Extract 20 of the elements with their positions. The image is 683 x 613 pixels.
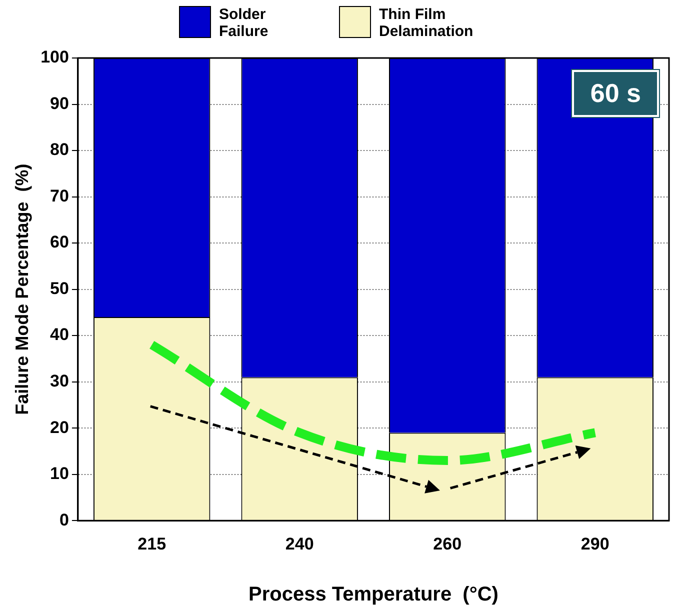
y-tick-label: 30 [50, 372, 69, 391]
y-tick-label: 0 [59, 510, 69, 530]
y-tick-label: 60 [50, 232, 69, 252]
y-tick-label: 100 [40, 48, 69, 67]
y-tick-label: 40 [50, 325, 69, 344]
x-tick-label: 260 [433, 534, 462, 554]
series-label: Solder Failure [219, 6, 270, 40]
x-axis-title: Process Temperature (°C) [248, 584, 498, 606]
y-tick-label: 70 [50, 186, 69, 206]
x-tick-label: 290 [580, 534, 610, 554]
annotation: 60 s [572, 70, 659, 117]
y-tick-label: 90 [50, 94, 69, 113]
y-tick-label: 10 [50, 464, 69, 484]
y-tick-label: 20 [50, 418, 69, 437]
x-tick-label: 240 [285, 534, 314, 554]
x-tick-label: 215 [138, 534, 166, 554]
legend-label: Thin Film Delamination [379, 6, 474, 40]
y-axis-title: Failure Mode Percentage (%) [12, 164, 32, 415]
y-tick-label: 50 [50, 278, 69, 298]
y-tick-label: 80 [50, 140, 69, 160]
